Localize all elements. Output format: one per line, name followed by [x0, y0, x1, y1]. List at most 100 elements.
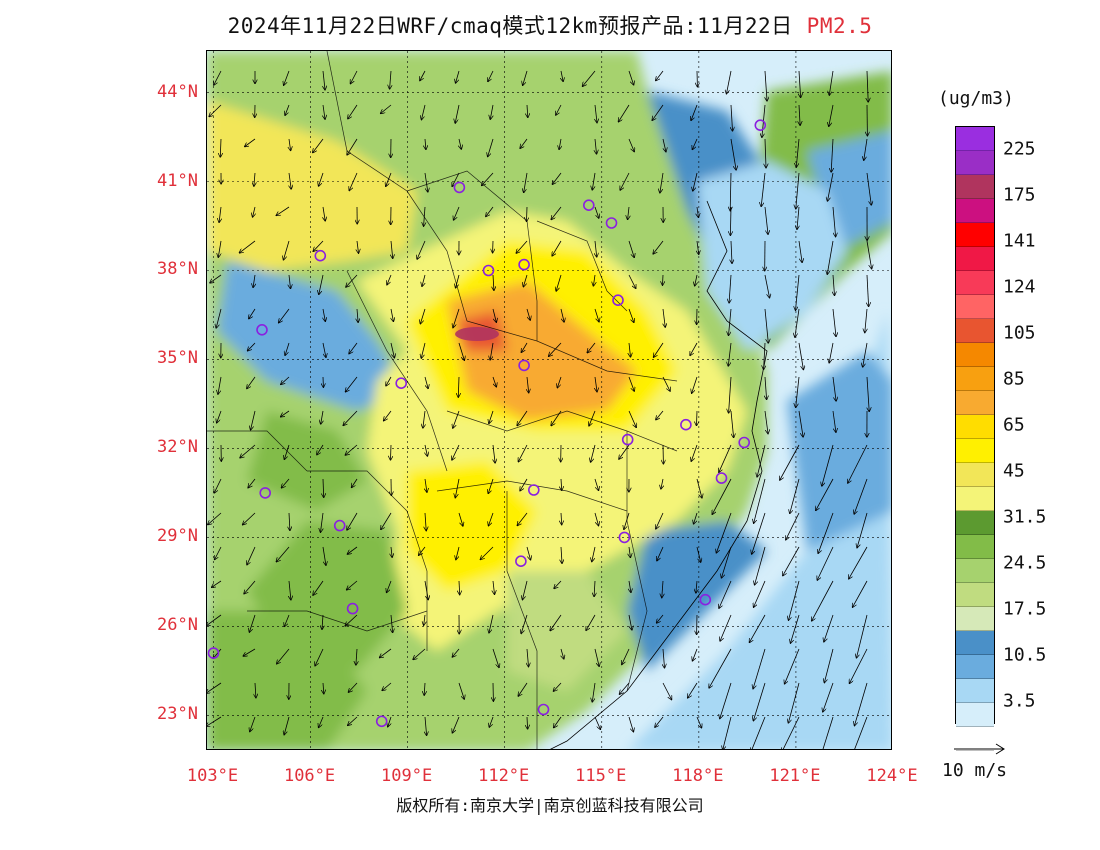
- wind-arrow: [243, 648, 256, 656]
- wind-arrow: [554, 580, 562, 588]
- wind-arrow: [595, 138, 597, 154]
- wind-arrow: [662, 682, 672, 700]
- station-marker: [482, 264, 495, 277]
- wind-arrow: [281, 376, 290, 384]
- wind-arrow: [624, 512, 630, 529]
- wind-arrow: [516, 240, 528, 253]
- wind-arrow: [797, 206, 799, 229]
- wind-arrow: [345, 444, 358, 455]
- wind-arrow: [559, 138, 561, 149]
- station-marker: [715, 472, 728, 484]
- wind-arrow: [520, 478, 528, 491]
- wind-arrow: [277, 648, 290, 664]
- colorbar-segment: [956, 175, 994, 199]
- wind-arrow: [482, 172, 494, 185]
- colorbar-label: 10.5: [1003, 644, 1047, 666]
- wind-arrow: [244, 580, 256, 594]
- wind-arrow: [863, 342, 868, 367]
- forecast-map: [206, 50, 892, 750]
- wind-reference-label: 10 m/s: [942, 760, 1008, 781]
- station-marker: [618, 531, 631, 544]
- wind-arrow: [518, 444, 528, 462]
- wind-arrow: [391, 444, 392, 460]
- wind-arrow: [812, 580, 834, 621]
- latitude-label: 29°N: [157, 526, 198, 547]
- wind-arrow: [249, 308, 256, 319]
- wind-arrow: [458, 376, 459, 397]
- station-marker: [518, 258, 530, 271]
- wind-arrow: [561, 648, 564, 659]
- colorbar-segment: [956, 535, 994, 559]
- wind-arrow: [390, 70, 391, 89]
- wind-arrow: [212, 580, 222, 587]
- wind-arrow: [481, 546, 494, 559]
- wind-arrow: [790, 478, 800, 513]
- wind-arrow: [662, 580, 663, 598]
- wind-arrow: [854, 716, 868, 749]
- wind-arrow: [629, 342, 631, 357]
- wind-arrow: [827, 240, 834, 274]
- wind-arrow: [346, 376, 358, 392]
- wind-arrow: [561, 478, 562, 490]
- station-marker: [207, 647, 220, 659]
- wind-arrow: [255, 682, 256, 698]
- wind-arrow: [754, 478, 766, 523]
- colorbar-segment: [956, 343, 994, 367]
- colorbar-label: 141: [1003, 230, 1036, 252]
- wind-arrow: [323, 478, 324, 497]
- wind-arrow: [693, 172, 698, 191]
- wind-arrow: [347, 138, 358, 155]
- wind-arrow: [595, 376, 597, 392]
- wind-arrow: [832, 308, 836, 336]
- wind-arrow: [798, 240, 802, 262]
- wind-arrow: [550, 614, 562, 631]
- wind-arrow: [458, 682, 464, 699]
- colorbar-segment: [956, 559, 994, 583]
- wind-arrow: [557, 376, 562, 388]
- wind-arrow: [322, 546, 326, 565]
- wind-arrow: [387, 274, 392, 285]
- colorbar-segment: [956, 271, 994, 295]
- wind-arrow: [752, 512, 766, 554]
- wind-arrow: [391, 308, 393, 321]
- wind-arrow: [458, 342, 464, 360]
- wind-arrow: [245, 138, 256, 147]
- wind-vectors: [207, 70, 872, 749]
- longitude-label: 112°E: [478, 766, 530, 786]
- wind-arrow: [594, 716, 600, 729]
- wind-arrow: [348, 716, 358, 725]
- wind-arrow: [524, 172, 528, 192]
- wind-arrow: [251, 410, 256, 430]
- wind-arrow: [791, 614, 800, 643]
- wind-arrow: [214, 70, 222, 85]
- wind-arrow: [619, 104, 630, 122]
- wind-arrow: [661, 478, 663, 489]
- wind-arrow: [240, 240, 256, 253]
- wind-arrow: [456, 546, 460, 560]
- wind-arrow: [417, 240, 426, 259]
- colorbar-segment: [956, 151, 994, 175]
- wind-arrow: [486, 206, 494, 216]
- wind-arrow: [551, 410, 562, 426]
- wind-arrow: [527, 104, 528, 117]
- wind-arrow: [783, 546, 800, 576]
- wind-arrow: [321, 410, 323, 424]
- wind-arrow: [247, 546, 256, 565]
- wind-arrow: [279, 308, 290, 323]
- wind-arrow: [817, 546, 834, 580]
- wind-arrow: [424, 172, 428, 192]
- wind-arrow: [349, 682, 358, 692]
- station-marker: [605, 217, 618, 229]
- wind-arrow: [818, 512, 834, 553]
- wind-arrow: [831, 138, 833, 172]
- wind-arrow: [456, 70, 460, 83]
- wind-arrow: [764, 308, 768, 343]
- wind-arrow: [348, 546, 358, 554]
- wind-arrow: [765, 70, 767, 101]
- longitude-label: 121°E: [769, 766, 821, 786]
- wind-arrow: [620, 172, 630, 190]
- wind-arrow: [690, 342, 698, 355]
- latitude-label: 32°N: [157, 437, 198, 458]
- wind-arrow: [595, 240, 597, 257]
- title-text: 2024年11月22日WRF/cmaq模式12km预报产品:11月22日: [227, 14, 793, 38]
